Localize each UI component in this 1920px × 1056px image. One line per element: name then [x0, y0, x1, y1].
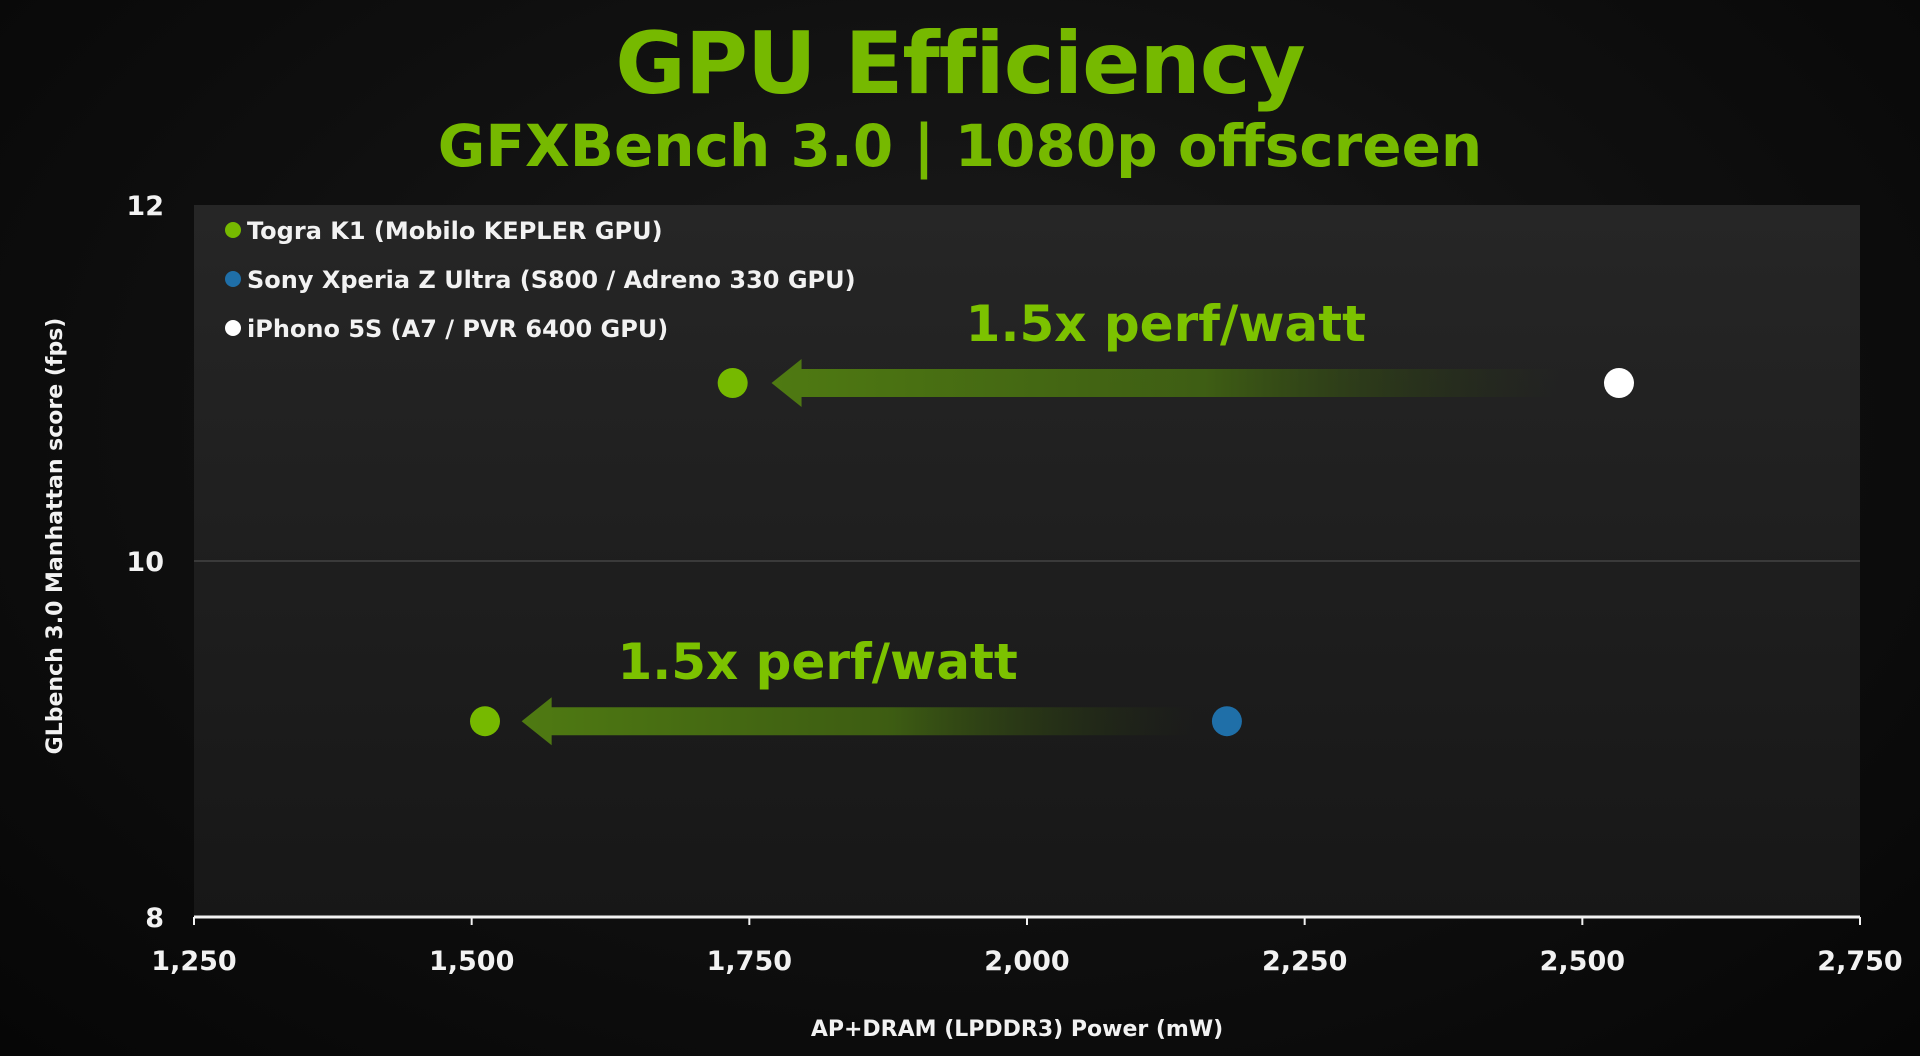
legend-label-1: Togra K1 (Mobilo KEPLER GPU): [247, 217, 663, 245]
data-point-series-2-1: [1211, 706, 1242, 737]
y-tick-label: 10: [126, 547, 164, 578]
annotation-arrow-1: [771, 359, 1561, 407]
data-point-series-1-1: [717, 368, 748, 398]
x-tick-label: 2,250: [1262, 946, 1347, 977]
x-tick-label: 2,000: [984, 946, 1069, 977]
x-tick-label: 2,750: [1817, 946, 1902, 977]
data-point-series-3-1: [1603, 368, 1634, 398]
y-axis-label: GLbench 3.0 Manhattan score (fps): [43, 318, 68, 755]
x-axis-label: AP+DRAM (LPDDR3) Power (mW): [811, 1017, 1223, 1042]
annotation-arrow-2: [521, 697, 1194, 746]
annotation-label-1: 1.5x perf/watt: [966, 295, 1366, 353]
y-tick-label: 12: [126, 191, 164, 222]
data-point-series-1-2: [469, 706, 500, 737]
legend-marker-2: [225, 271, 241, 287]
x-tick-label: 1,500: [429, 946, 514, 977]
x-tick-label: 2,500: [1540, 946, 1625, 977]
page-subtitle: GFXBench 3.0 | 1080p offscreen: [437, 112, 1483, 180]
legend-label-2: Sony Xperia Z Ultra (S800 / Adreno 330 G…: [247, 266, 856, 294]
legend-marker-3: [225, 320, 241, 336]
x-tick-label: 1,250: [151, 946, 236, 977]
legend-marker-1: [225, 222, 241, 238]
page-title: GPU Efficiency: [615, 14, 1306, 114]
y-tick-label: 8: [145, 903, 164, 934]
legend-label-3: iPhono 5S (A7 / PVR 6400 GPU): [247, 315, 668, 343]
x-tick-label: 1,750: [707, 946, 792, 977]
annotation-label-2: 1.5x perf/watt: [617, 633, 1017, 691]
